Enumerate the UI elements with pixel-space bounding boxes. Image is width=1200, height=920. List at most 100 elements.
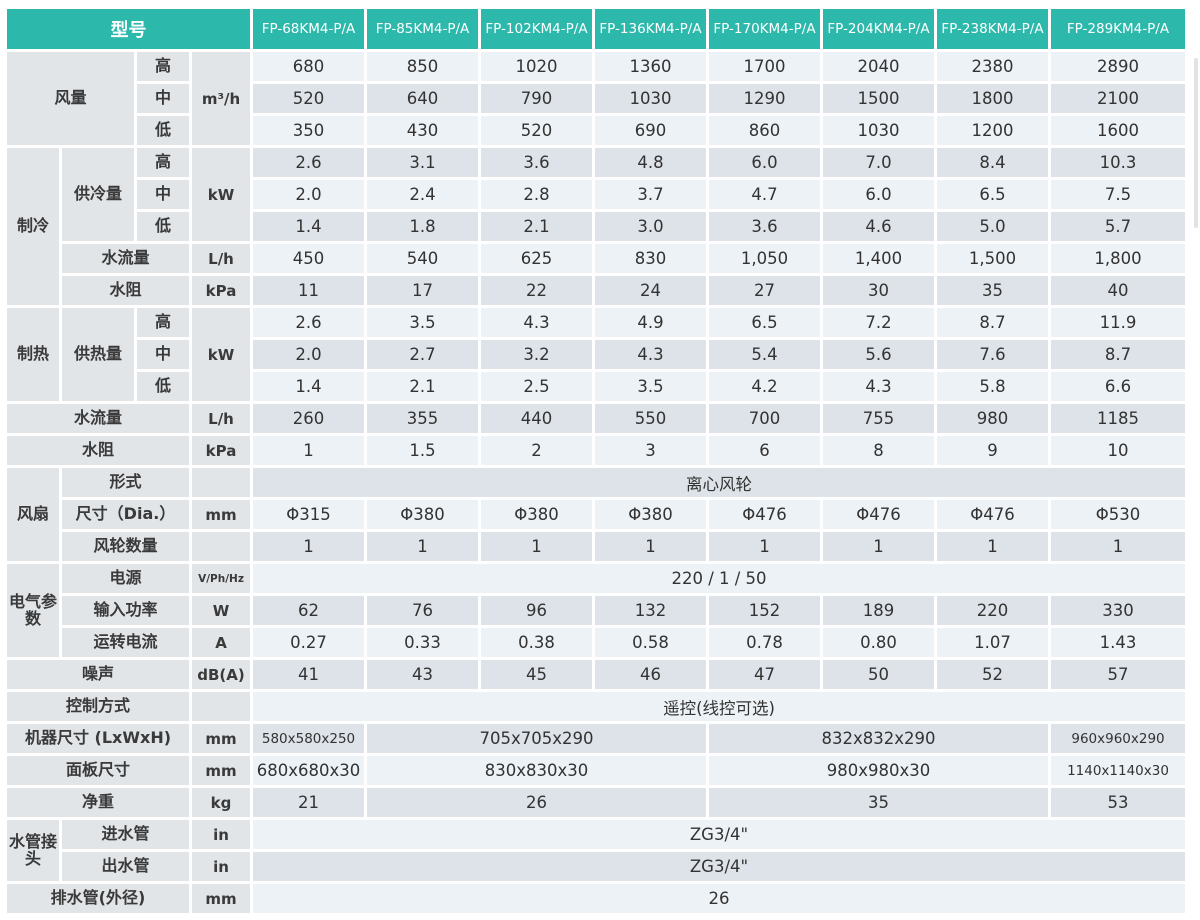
data-cell: 2380 bbox=[937, 52, 1048, 81]
unit-label: kW bbox=[192, 148, 250, 241]
data-cell: Φ380 bbox=[595, 500, 706, 529]
data-cell: 860 bbox=[709, 116, 820, 145]
data-cell: 24 bbox=[595, 276, 706, 305]
row-label: 净重 bbox=[7, 788, 189, 817]
data-cell: 17 bbox=[367, 276, 478, 305]
data-cell: 2040 bbox=[823, 52, 934, 81]
data-cell: 1 bbox=[253, 532, 364, 561]
data-cell: 4.3 bbox=[481, 308, 592, 337]
data-cell: 5.6 bbox=[823, 340, 934, 369]
data-cell: 5.8 bbox=[937, 372, 1048, 401]
row-label: 水阻 bbox=[62, 276, 189, 305]
unit-label: mm bbox=[192, 724, 250, 753]
data-cell: 52 bbox=[937, 660, 1048, 689]
data-cell: 1030 bbox=[823, 116, 934, 145]
data-cell: 1 bbox=[595, 532, 706, 561]
data-cell: 76 bbox=[367, 596, 478, 625]
data-cell: 1140x1140x30 bbox=[1051, 756, 1185, 785]
data-cell: 8.4 bbox=[937, 148, 1048, 177]
data-cell: 2.0 bbox=[253, 180, 364, 209]
model-header: FP-102KM4-P/A bbox=[481, 9, 592, 49]
data-cell: Φ476 bbox=[709, 500, 820, 529]
spec-table: 型号 FP-68KM4-P/A FP-85KM4-P/A FP-102KM4-P/A F… bbox=[4, 6, 1188, 916]
data-cell: 3 bbox=[595, 436, 706, 465]
data-cell: 27 bbox=[709, 276, 820, 305]
unit-label: m³/h bbox=[192, 52, 250, 145]
row-label: 水阻 bbox=[7, 436, 189, 465]
model-header: FP-85KM4-P/A bbox=[367, 9, 478, 49]
row-label: 出水管 bbox=[62, 852, 189, 881]
unit-label: L/h bbox=[192, 404, 250, 433]
row-label: 风量 bbox=[7, 52, 134, 145]
data-cell: 4.9 bbox=[595, 308, 706, 337]
data-cell: 3.6 bbox=[481, 148, 592, 177]
model-header: FP-204KM4-P/A bbox=[823, 9, 934, 49]
data-cell: 832x832x290 bbox=[709, 724, 1048, 753]
data-cell: 1800 bbox=[937, 84, 1048, 113]
data-cell: 430 bbox=[367, 116, 478, 145]
data-cell: 6.5 bbox=[937, 180, 1048, 209]
data-cell: 3.1 bbox=[367, 148, 478, 177]
data-cell: 2.8 bbox=[481, 180, 592, 209]
data-cell: 1.4 bbox=[253, 372, 364, 401]
scrollbar[interactable] bbox=[1194, 58, 1198, 228]
unit-label: L/h bbox=[192, 244, 250, 273]
data-cell: 10.3 bbox=[1051, 148, 1185, 177]
data-cell: 0.38 bbox=[481, 628, 592, 657]
data-cell: 4.3 bbox=[823, 372, 934, 401]
data-cell: 0.80 bbox=[823, 628, 934, 657]
data-cell: ZG3/4" bbox=[253, 820, 1185, 849]
data-cell: 700 bbox=[709, 404, 820, 433]
unit-label: mm bbox=[192, 500, 250, 529]
data-cell: 2100 bbox=[1051, 84, 1185, 113]
data-cell: 1290 bbox=[709, 84, 820, 113]
data-cell: 5.4 bbox=[709, 340, 820, 369]
data-cell: ZG3/4" bbox=[253, 852, 1185, 881]
data-cell: 1 bbox=[253, 436, 364, 465]
data-cell: 1360 bbox=[595, 52, 706, 81]
data-cell: 2.1 bbox=[481, 212, 592, 241]
data-cell: 440 bbox=[481, 404, 592, 433]
data-cell: 550 bbox=[595, 404, 706, 433]
data-cell: 45 bbox=[481, 660, 592, 689]
data-cell: 1700 bbox=[709, 52, 820, 81]
data-cell: 4.2 bbox=[709, 372, 820, 401]
data-cell: 8 bbox=[823, 436, 934, 465]
row-label: 供冷量 bbox=[62, 148, 134, 241]
data-cell: 152 bbox=[709, 596, 820, 625]
row-label: 制热 bbox=[7, 308, 59, 401]
data-cell: 1.4 bbox=[253, 212, 364, 241]
data-cell: 1.8 bbox=[367, 212, 478, 241]
row-label: 进水管 bbox=[62, 820, 189, 849]
data-cell: Φ380 bbox=[481, 500, 592, 529]
data-cell: 540 bbox=[367, 244, 478, 273]
data-cell: 450 bbox=[253, 244, 364, 273]
spec-table-header: 型号 FP-68KM4-P/A FP-85KM4-P/A FP-102KM4-P/A F… bbox=[7, 9, 1185, 49]
data-cell: 11.9 bbox=[1051, 308, 1185, 337]
row-label: 风扇 bbox=[7, 468, 59, 561]
model-column-title: 型号 bbox=[7, 9, 250, 49]
data-cell: 960x960x290 bbox=[1051, 724, 1185, 753]
data-cell: 离心风轮 bbox=[253, 468, 1185, 497]
row-label: 供热量 bbox=[62, 308, 134, 401]
row-label: 电源 bbox=[62, 564, 189, 593]
data-cell: 26 bbox=[253, 884, 1185, 913]
data-cell: Φ476 bbox=[937, 500, 1048, 529]
data-cell: 1 bbox=[1051, 532, 1185, 561]
row-label: 高 bbox=[137, 148, 189, 177]
row-label: 形式 bbox=[62, 468, 189, 497]
data-cell: 2890 bbox=[1051, 52, 1185, 81]
data-cell: Φ530 bbox=[1051, 500, 1185, 529]
data-cell: 4.8 bbox=[595, 148, 706, 177]
unit-label: kPa bbox=[192, 276, 250, 305]
data-cell: 4.3 bbox=[595, 340, 706, 369]
unit-label: in bbox=[192, 820, 250, 849]
data-cell: 0.27 bbox=[253, 628, 364, 657]
data-cell: 520 bbox=[481, 116, 592, 145]
row-label: 机器尺寸 (LxWxH) bbox=[7, 724, 189, 753]
data-cell: 7.0 bbox=[823, 148, 934, 177]
data-cell: 1,800 bbox=[1051, 244, 1185, 273]
data-cell: 3.0 bbox=[595, 212, 706, 241]
data-cell: 189 bbox=[823, 596, 934, 625]
unit-label: mm bbox=[192, 884, 250, 913]
